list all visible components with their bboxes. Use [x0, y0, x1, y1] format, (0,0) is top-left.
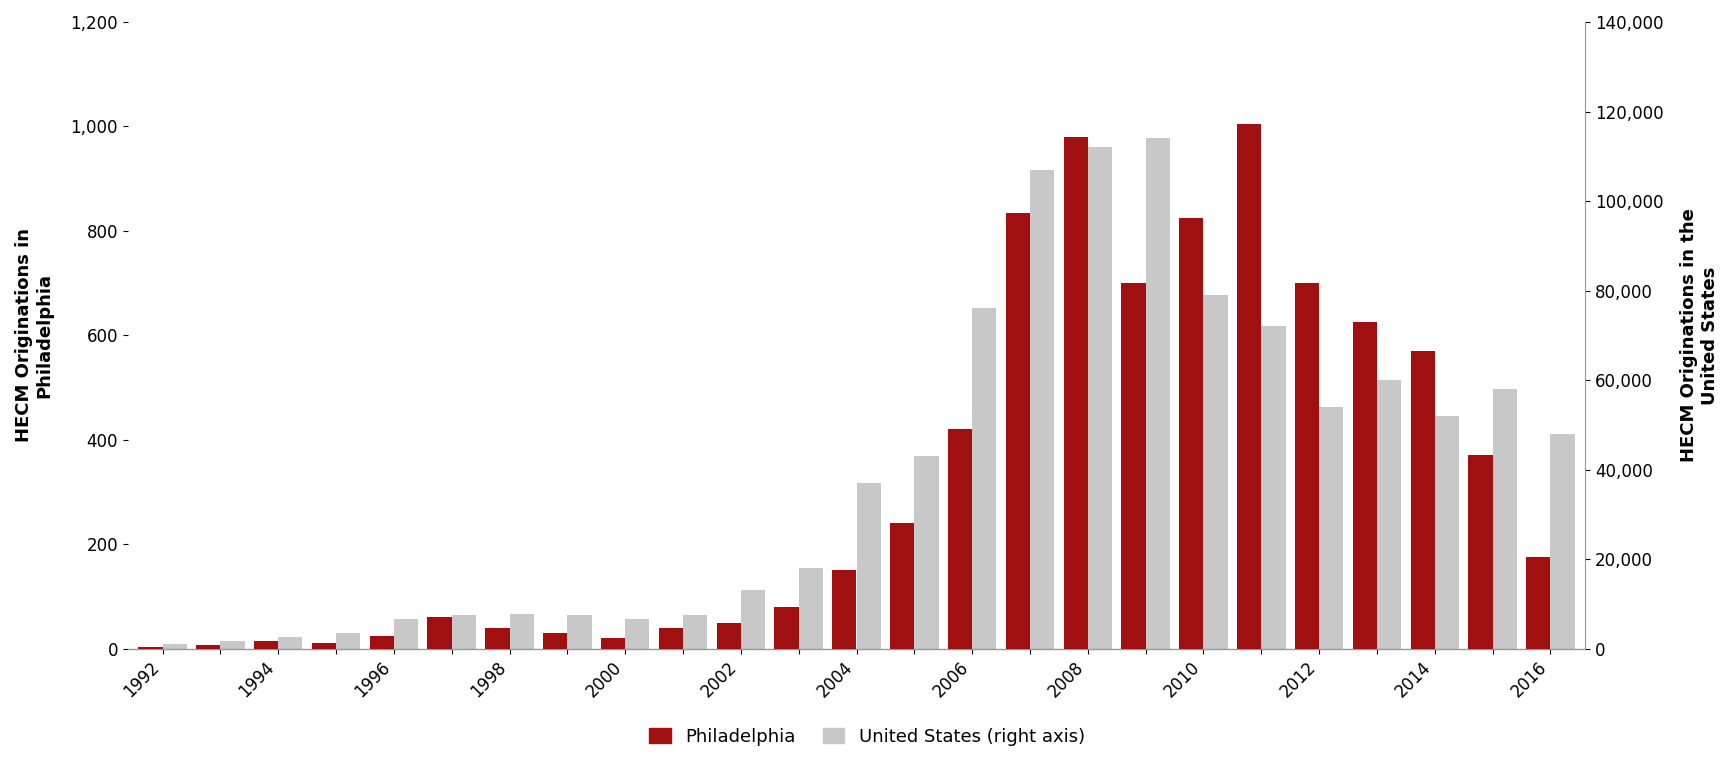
Bar [1203, 295, 1228, 648]
Bar [890, 524, 914, 648]
Bar [220, 641, 244, 648]
Bar [312, 644, 336, 648]
Bar [486, 628, 510, 648]
Bar [1295, 283, 1320, 648]
Bar [139, 647, 163, 648]
Bar [1320, 407, 1344, 648]
Bar [1146, 139, 1170, 648]
Bar [1377, 380, 1401, 648]
Bar [602, 638, 626, 648]
Bar [857, 483, 881, 648]
Bar [1122, 283, 1146, 648]
Bar [253, 641, 277, 648]
Bar [775, 607, 799, 648]
Legend: Philadelphia, United States (right axis): Philadelphia, United States (right axis) [642, 721, 1092, 753]
Bar [914, 456, 938, 648]
Bar [336, 634, 361, 648]
Bar [1236, 124, 1261, 648]
Bar [948, 430, 973, 648]
Bar [1410, 351, 1434, 648]
Bar [1469, 456, 1493, 648]
Bar [1526, 557, 1550, 648]
Bar [1030, 169, 1054, 648]
Bar [659, 628, 683, 648]
Y-axis label: HECM Originations in the
United States: HECM Originations in the United States [1680, 209, 1718, 462]
Bar [427, 618, 451, 648]
Bar [832, 571, 857, 648]
Bar [567, 615, 591, 648]
Bar [1550, 434, 1574, 648]
Bar [1353, 323, 1377, 648]
Bar [799, 568, 824, 648]
Bar [626, 619, 650, 648]
Bar [740, 591, 765, 648]
Bar [1063, 137, 1087, 648]
Bar [973, 309, 997, 648]
Bar [1493, 389, 1517, 648]
Bar [277, 637, 302, 648]
Bar [716, 623, 740, 648]
Bar [1434, 416, 1458, 648]
Bar [1087, 147, 1111, 648]
Bar [451, 615, 475, 648]
Bar [683, 615, 707, 648]
Bar [163, 644, 187, 648]
Bar [369, 635, 394, 648]
Bar [510, 614, 534, 648]
Bar [394, 619, 418, 648]
Bar [196, 644, 220, 648]
Bar [1261, 326, 1285, 648]
Y-axis label: HECM Originations in
Philadelphia: HECM Originations in Philadelphia [16, 229, 54, 442]
Bar [1179, 218, 1203, 648]
Bar [1006, 213, 1030, 648]
Bar [543, 633, 567, 648]
